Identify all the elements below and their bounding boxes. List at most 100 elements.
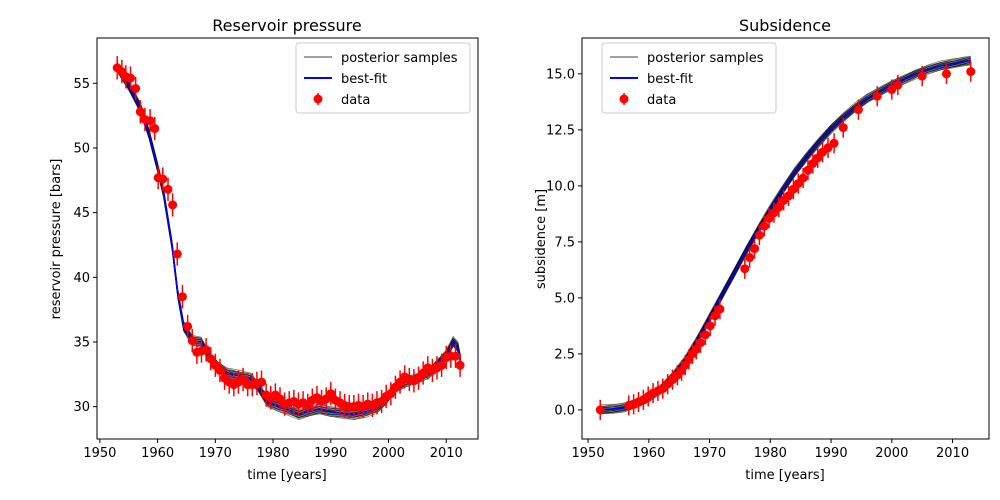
y-axis-label: subsidence [m]	[534, 189, 549, 289]
reservoir-pressure-panel: Reservoir pressure 1950 1960 1970 1980 1990 2…	[49, 16, 479, 483]
data-point	[750, 244, 760, 254]
y-tick-label-5-0: 5.0	[554, 291, 575, 306]
data-point	[206, 354, 216, 364]
data-point	[158, 174, 168, 184]
y-tick-label-15-0: 15.0	[546, 67, 575, 82]
data-point	[172, 249, 182, 259]
y-tick-label-10-0: 10.0	[546, 179, 575, 194]
data-point	[803, 165, 813, 175]
x-tick-label-1960: 1960	[141, 446, 174, 461]
legend-label-posterior-samples: posterior samples	[647, 51, 764, 66]
data-point	[715, 304, 725, 314]
data-point	[691, 344, 701, 354]
axis-ticks: 1950 1960 1970 1980 1990 2000 2010 0.0 2.5 5.0 7.5…	[546, 67, 969, 461]
x-tick-label-1950: 1950	[83, 446, 116, 461]
legend-box	[295, 42, 471, 114]
axis-ticks: 1950 1960 1970 1980 1990 2000 2010 30 35 40 45 50 55	[73, 77, 462, 461]
x-axis-label: time [years]	[247, 468, 326, 483]
x-tick-label-2000: 2000	[875, 446, 908, 461]
x-axis-label: time [years]	[745, 468, 824, 483]
data-point	[695, 338, 705, 348]
y-tick-label-50: 50	[73, 141, 90, 156]
legend-label-data: data	[647, 93, 676, 108]
x-tick-label-1970: 1970	[199, 446, 232, 461]
y-tick-label-35: 35	[73, 335, 90, 350]
data-point	[893, 80, 903, 90]
data-point	[183, 321, 193, 331]
y-axis-label: reservoir pressure [bars]	[49, 159, 64, 320]
x-tick-label-1980: 1980	[754, 446, 787, 461]
legend-label-posterior-samples: posterior samples	[341, 51, 458, 66]
legend-label-data: data	[341, 93, 370, 108]
data-point	[740, 264, 750, 274]
data-series	[112, 56, 465, 419]
x-tick-label-1950: 1950	[572, 446, 605, 461]
chart-title: Subsidence	[739, 16, 831, 35]
data-point	[745, 253, 755, 263]
data-point	[163, 184, 173, 194]
legend-swatch-data-marker	[313, 94, 323, 104]
data-point	[710, 311, 720, 321]
plot-area	[595, 55, 976, 420]
data-point	[168, 200, 178, 210]
legend: posterior samples best-fit data	[601, 42, 777, 114]
legend-label-best-fit: best-fit	[647, 72, 693, 87]
data-point	[150, 124, 160, 134]
data-point	[135, 107, 145, 117]
data-point	[326, 389, 336, 399]
data-point	[145, 116, 155, 126]
data-point	[917, 71, 927, 81]
data-point	[437, 360, 447, 370]
y-tick-label-55: 55	[73, 77, 90, 92]
data-point	[125, 73, 135, 83]
y-tick-label-7-5: 7.5	[554, 235, 575, 250]
legend-label-best-fit: best-fit	[341, 72, 387, 87]
y-tick-label-45: 45	[73, 206, 90, 221]
x-tick-label-2000: 2000	[372, 446, 405, 461]
y-tick-label-30: 30	[73, 400, 90, 415]
x-tick-label-2010: 2010	[430, 446, 463, 461]
data-point	[177, 292, 187, 302]
x-tick-label-1990: 1990	[314, 446, 347, 461]
legend: posterior samples best-fit data	[295, 42, 471, 114]
x-tick-label-1990: 1990	[815, 446, 848, 461]
x-tick-label-1970: 1970	[693, 446, 726, 461]
data-point	[595, 405, 605, 415]
data-point	[941, 69, 951, 79]
x-tick-label-2010: 2010	[936, 446, 969, 461]
axes-frame	[581, 37, 990, 440]
chart-title: Reservoir pressure	[212, 16, 361, 35]
data-point	[187, 336, 197, 346]
data-point	[798, 173, 808, 183]
legend-swatch-data-marker	[619, 94, 629, 104]
y-tick-label-12-5: 12.5	[546, 123, 575, 138]
data-series	[595, 61, 976, 420]
y-tick-label-40: 40	[73, 271, 90, 286]
data-point	[257, 377, 267, 387]
data-point	[774, 202, 784, 212]
data-point	[131, 83, 141, 93]
y-tick-label-2-5: 2.5	[554, 347, 575, 362]
data-point	[386, 389, 396, 399]
data-point	[872, 91, 882, 101]
data-point	[705, 321, 715, 331]
legend-box	[601, 42, 777, 114]
data-point	[853, 105, 863, 115]
data-point	[966, 67, 976, 77]
subsidence-panel: Subsidence 1950 1960 1970 1980 1990 2000 2010 0…	[534, 16, 990, 483]
data-point	[450, 351, 460, 361]
data-point	[759, 221, 769, 231]
data-point	[829, 138, 839, 148]
data-point	[784, 191, 794, 201]
axes-frame	[96, 37, 479, 440]
x-tick-label-1980: 1980	[257, 446, 290, 461]
plot-area	[112, 56, 465, 421]
data-point	[754, 230, 764, 240]
data-point	[700, 330, 710, 340]
data-point	[215, 365, 225, 375]
data-point	[838, 123, 848, 133]
x-tick-label-1960: 1960	[632, 446, 665, 461]
data-point	[201, 345, 211, 355]
